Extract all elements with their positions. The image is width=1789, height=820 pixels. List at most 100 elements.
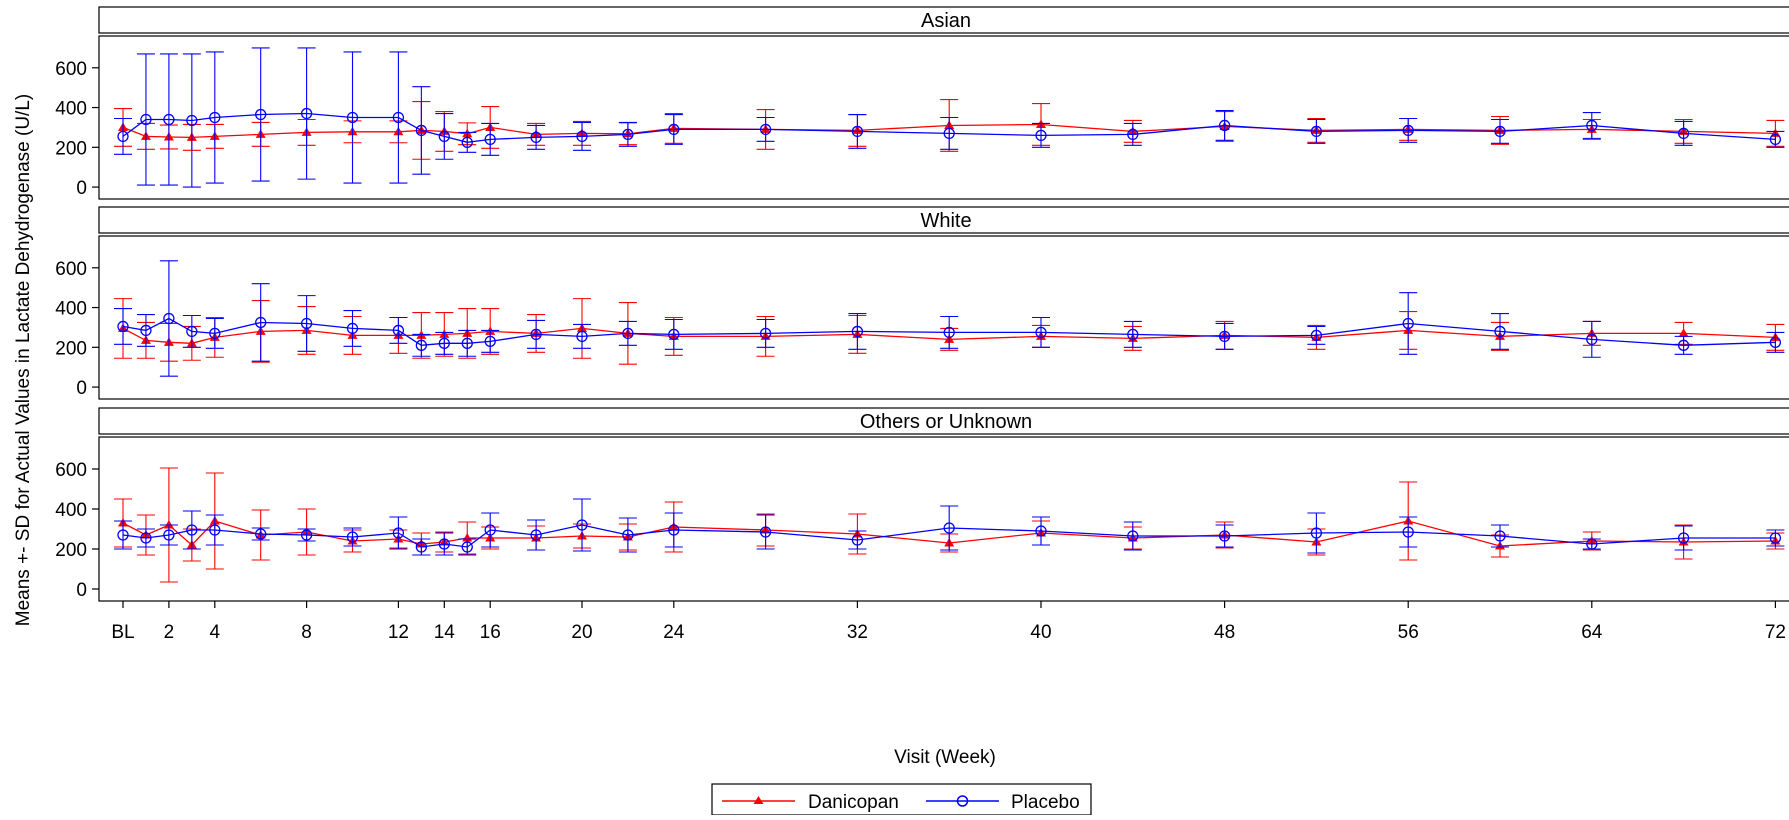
data-point: [163, 520, 174, 529]
series-line: [122, 524, 1776, 548]
legend-marker-triangle: [753, 796, 764, 804]
legend-marker-circle: [956, 795, 969, 807]
data-point: [1218, 119, 1231, 132]
data-point: [1769, 133, 1782, 146]
panel-header-box: [98, 6, 1789, 34]
panel-title: Others or Unknown: [860, 411, 1032, 433]
data-point: [576, 330, 588, 343]
data-point: [346, 111, 359, 124]
data-point: [530, 131, 542, 144]
data-point: [484, 524, 496, 536]
data-point: [484, 133, 496, 146]
data-point: [1677, 532, 1690, 544]
data-point: [1035, 129, 1047, 142]
data-point: [1494, 325, 1506, 338]
data-point: [392, 527, 405, 539]
data-point: [438, 337, 450, 349]
y-tick-label: 600: [55, 59, 87, 80]
y-tick-label: 600: [55, 460, 87, 481]
panel-title: Asian: [921, 10, 971, 32]
y-tick-label: 600: [55, 259, 87, 280]
series-placebo: [114, 498, 1785, 556]
x-tick-label: 14: [434, 622, 456, 643]
data-point: [851, 534, 864, 546]
data-point: [1218, 530, 1231, 542]
data-point: [1586, 333, 1598, 346]
legend-label-danicopan: Danicopan: [808, 792, 899, 813]
data-point: [1035, 525, 1047, 537]
data-point: [943, 326, 955, 339]
y-tick-label: 0: [76, 178, 87, 199]
y-tick-label: 200: [55, 540, 87, 561]
data-point: [1310, 527, 1323, 539]
legend-label-placebo: Placebo: [1011, 792, 1080, 813]
data-point: [1586, 119, 1598, 132]
data-point: [759, 327, 772, 340]
data-point: [392, 324, 405, 337]
data-point: [851, 125, 864, 138]
x-tick-label: 40: [1030, 622, 1051, 643]
data-point: [759, 526, 772, 538]
data-point: [1769, 532, 1782, 544]
y-tick-label: 400: [55, 299, 87, 320]
x-tick-label: 16: [480, 622, 501, 643]
x-tick-label: 12: [388, 622, 409, 643]
data-point: [255, 316, 267, 329]
x-tick-label: 24: [663, 622, 685, 643]
data-point: [1127, 328, 1139, 341]
panel-1: White 0 200 400 600: [55, 206, 1789, 400]
data-point: [1586, 538, 1598, 550]
data-point: [300, 317, 313, 330]
data-point: [1494, 125, 1506, 138]
data-point: [209, 524, 221, 536]
data-point: [186, 325, 198, 338]
data-point: [415, 339, 428, 351]
data-point: [759, 123, 772, 136]
panel-header-box: [98, 407, 1789, 435]
data-point: [415, 541, 428, 553]
data-point: [300, 529, 313, 541]
panel-frame: [98, 235, 1789, 400]
data-point: [255, 108, 267, 121]
x-tick-label: BL: [111, 622, 134, 643]
series-line: [122, 112, 1776, 143]
data-point: [1402, 124, 1414, 137]
data-point: [1310, 125, 1323, 138]
data-point: [622, 327, 634, 340]
x-tick-label: 8: [301, 622, 312, 643]
data-point: [943, 522, 955, 534]
data-point: [1218, 330, 1231, 343]
x-tick-label: 32: [847, 622, 868, 643]
data-point: [1494, 530, 1506, 542]
data-point: [209, 327, 221, 340]
y-tick-label: 200: [55, 138, 87, 159]
data-point: [346, 531, 359, 543]
data-point: [851, 325, 864, 338]
data-point: [668, 328, 680, 341]
data-point: [1310, 329, 1323, 342]
data-point: [668, 123, 680, 136]
data-point: [140, 113, 152, 126]
panel-0: Asian 0 200 400 600: [55, 6, 1789, 200]
data-point: [1677, 127, 1690, 140]
data-point: [140, 324, 152, 337]
data-point: [186, 524, 198, 536]
data-point: [438, 130, 450, 143]
data-point: [461, 136, 473, 148]
data-point: [186, 114, 198, 127]
data-point: [163, 113, 175, 126]
data-point: [1678, 328, 1689, 337]
panel-2: Others or Unknown 0 200 400 600: [55, 407, 1789, 608]
data-point: [530, 529, 542, 541]
data-point: [461, 541, 473, 553]
x-axis-label: Visit (Week): [894, 747, 996, 768]
y-tick-label: 200: [55, 338, 87, 359]
data-point: [163, 529, 175, 541]
series-placebo: [114, 47, 1785, 188]
data-point: [668, 524, 680, 536]
data-point: [622, 128, 634, 141]
data-point: [1769, 336, 1782, 348]
y-tick-label: 400: [55, 500, 87, 521]
